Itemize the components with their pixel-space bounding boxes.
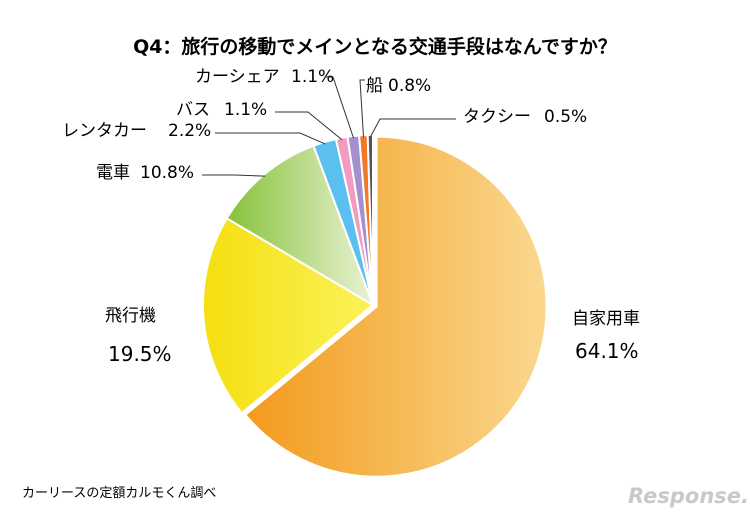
slice-label-taxi-value: 0.5% — [544, 107, 587, 127]
slice-value-plane: 19.5% — [108, 342, 172, 366]
slice-label-rental-value: 2.2% — [168, 121, 211, 141]
leader-line-bus — [275, 111, 343, 141]
slice-label-rental: レンタカー 2.2% — [62, 121, 211, 141]
chart-title: Q4：旅行の移動でメインとなる交通手段はなんですか？ — [133, 35, 617, 58]
slice-label-ship: 船 0.8% — [366, 76, 431, 96]
slice-label-bus-value: 1.1% — [224, 100, 267, 120]
source-note: カーリースの定額カルモくん調べ — [22, 486, 216, 501]
slice-label-plane: 飛行機 — [105, 306, 156, 326]
leader-lines — [202, 76, 456, 177]
leader-line-carshare — [326, 76, 355, 139]
slice-value-car: 64.1% — [575, 339, 639, 363]
slice-label-car: 自家用車 — [572, 309, 640, 329]
watermark: Response. — [628, 484, 749, 508]
slice-label-bus-name: バス — [176, 100, 210, 120]
slice-label-ship-value: 0.8% — [388, 76, 431, 96]
slice-label-taxi: タクシー 0.5% — [463, 107, 587, 127]
slice-label-train: 電車 10.8% — [96, 163, 194, 183]
pie-slice-train — [225, 144, 375, 308]
slice-label-carshare: カーシェア 1.1% — [195, 67, 334, 87]
leader-line-rental — [215, 132, 326, 145]
slice-label-train-name: 電車 — [96, 163, 130, 183]
pie-slices — [202, 133, 548, 478]
slice-label-carshare-value: 1.1% — [291, 67, 334, 87]
leader-line-taxi — [369, 118, 456, 138]
slice-label-carshare-name: カーシェア — [195, 67, 280, 87]
slice-label-ship-name: 船 — [366, 76, 383, 96]
leader-line-ship — [359, 79, 365, 138]
slice-label-train-value: 10.8% — [140, 163, 194, 183]
leader-line-train — [202, 174, 266, 177]
pie-slice-taxi — [366, 133, 374, 306]
slice-label-bus: バス 1.1% — [176, 100, 267, 120]
slice-label-taxi-name: タクシー — [463, 107, 531, 127]
pie-slice-car — [243, 135, 548, 478]
pie-slice-plane — [202, 216, 375, 415]
slice-label-rental-name: レンタカー — [62, 121, 147, 141]
